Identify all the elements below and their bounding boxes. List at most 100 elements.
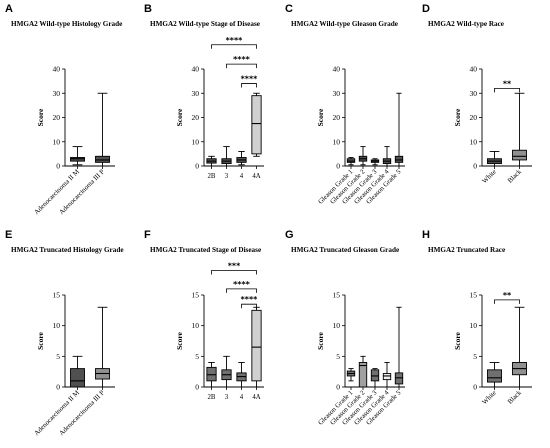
significance-bracket: **	[494, 79, 520, 93]
box-1	[346, 157, 356, 166]
box-iqr	[251, 95, 262, 155]
x-tick-label: 4A	[252, 394, 260, 401]
box-3	[370, 158, 380, 166]
box-iqr	[512, 149, 527, 161]
box-iqr	[382, 373, 392, 381]
y-tick-label: 40	[192, 65, 200, 74]
box-iqr	[70, 368, 85, 388]
y-axis-label: Score	[453, 331, 462, 349]
box-iqr	[358, 362, 368, 388]
panel-e: E HMGA2 Truncated Histology Grade 0 5 10 15 Sc…	[5, 229, 124, 437]
box-2	[512, 306, 527, 388]
panel-title: HMGA2 Truncated Race	[428, 246, 505, 254]
box-2	[358, 355, 368, 388]
significance-bracket: ****	[241, 75, 259, 88]
bracket-line	[211, 44, 257, 49]
panel-letter: G	[285, 229, 294, 241]
bracket-line	[494, 88, 520, 93]
panel-letter: F	[144, 229, 151, 241]
y-tick-label: 30	[53, 89, 61, 98]
y-tick-label: 15	[53, 291, 61, 300]
x-tick-label: White	[481, 168, 498, 185]
y-tick-label: 0	[56, 162, 60, 171]
y-tick-label: 10	[333, 137, 341, 146]
panel-letter: E	[5, 229, 12, 241]
bracket-line	[241, 303, 257, 309]
box-iqr	[394, 155, 404, 163]
significance-label: ****	[241, 295, 259, 304]
y-tick-label: 0	[473, 383, 477, 392]
y-axis-label: Score	[36, 108, 45, 126]
y-tick-label: 0	[336, 383, 340, 392]
bracket-line	[226, 63, 257, 69]
y-tick-label: 20	[470, 113, 478, 122]
y-tick-label: 0	[195, 162, 199, 171]
y-tick-label: 10	[53, 321, 61, 330]
x-tick-label: 2B	[208, 173, 216, 180]
y-tick-label: 40	[53, 65, 61, 74]
panel-a: A HMGA2 Wild-type Histology Grade 0 10 20 30 4…	[5, 3, 122, 216]
x-tick-label: 3	[225, 173, 229, 180]
y-tick-label: 5	[195, 352, 199, 361]
box-2	[512, 92, 527, 167]
x-tick-label: Black	[507, 168, 524, 185]
panel-d: D HMGA2 Wild-type Race 0 10 20 30 40 Score White…	[422, 3, 532, 185]
box-3	[236, 150, 247, 166]
significance-label: ****	[233, 280, 251, 289]
panel-title: HMGA2 Truncated Gleason Grade	[291, 246, 399, 254]
box-1	[206, 362, 217, 388]
y-tick-label: 20	[333, 113, 341, 122]
box-3	[236, 362, 247, 388]
box-4	[382, 362, 392, 388]
y-axis-label: Score	[175, 108, 184, 126]
box-iqr	[70, 157, 85, 162]
box-iqr	[95, 155, 110, 163]
x-tick-label: Adenocarcinoma II M	[33, 168, 81, 216]
y-tick-label: 10	[192, 321, 200, 330]
panel-title: HMGA2 Wild-type Race	[428, 20, 504, 28]
significance-bracket: ****	[226, 55, 257, 69]
bracket-line	[226, 288, 257, 293]
x-tick-label: 4A	[252, 173, 260, 180]
y-axis-label: Score	[316, 331, 325, 349]
y-axis-label: Score	[316, 108, 325, 126]
box-1	[70, 355, 85, 388]
y-tick-label: 15	[470, 291, 478, 300]
y-tick-label: 15	[333, 291, 341, 300]
y-tick-label: 40	[333, 65, 341, 74]
significance-bracket: ****	[211, 36, 257, 49]
x-tick-label: Adenocarcinoma III P	[58, 389, 106, 437]
box-iqr	[370, 369, 380, 382]
panel-title: HMGA2 Wild-type Gleason Grade	[291, 20, 398, 28]
y-tick-label: 30	[192, 89, 200, 98]
box-5	[394, 92, 404, 167]
panel-letter: C	[285, 3, 293, 15]
box-1	[487, 150, 502, 167]
panel-letter: D	[422, 3, 430, 15]
significance-bracket: **	[494, 291, 520, 304]
y-tick-label: 0	[336, 162, 340, 171]
box-iqr	[206, 366, 217, 382]
box-1	[206, 155, 217, 167]
significance-label: ****	[226, 36, 244, 45]
significance-bracket: ***	[211, 261, 257, 275]
x-tick-label: 4	[240, 173, 244, 180]
bracket-line	[494, 299, 520, 304]
x-tick-label: Adenocarcinoma II M	[33, 389, 81, 437]
significance-label: **	[503, 291, 512, 300]
significance-label: ****	[241, 75, 259, 84]
y-tick-label: 10	[470, 321, 478, 330]
box-1	[346, 368, 356, 382]
x-tick-label: 2B	[208, 394, 216, 401]
panel-title: HMGA2 Truncated Stage of Disease	[150, 246, 261, 254]
y-tick-label: 20	[192, 113, 200, 122]
box-4	[251, 92, 262, 157]
box-2	[95, 306, 110, 388]
box-iqr	[346, 158, 356, 163]
panel-c: C HMGA2 Wild-type Gleason Grade 0 10 20 30 40 S…	[285, 3, 405, 206]
significance-bracket: ****	[226, 280, 257, 293]
x-tick-label: White	[481, 389, 498, 406]
panel-letter: H	[422, 229, 430, 241]
box-3	[370, 368, 380, 388]
panel-title: HMGA2 Wild-type Histology Grade	[11, 20, 122, 28]
